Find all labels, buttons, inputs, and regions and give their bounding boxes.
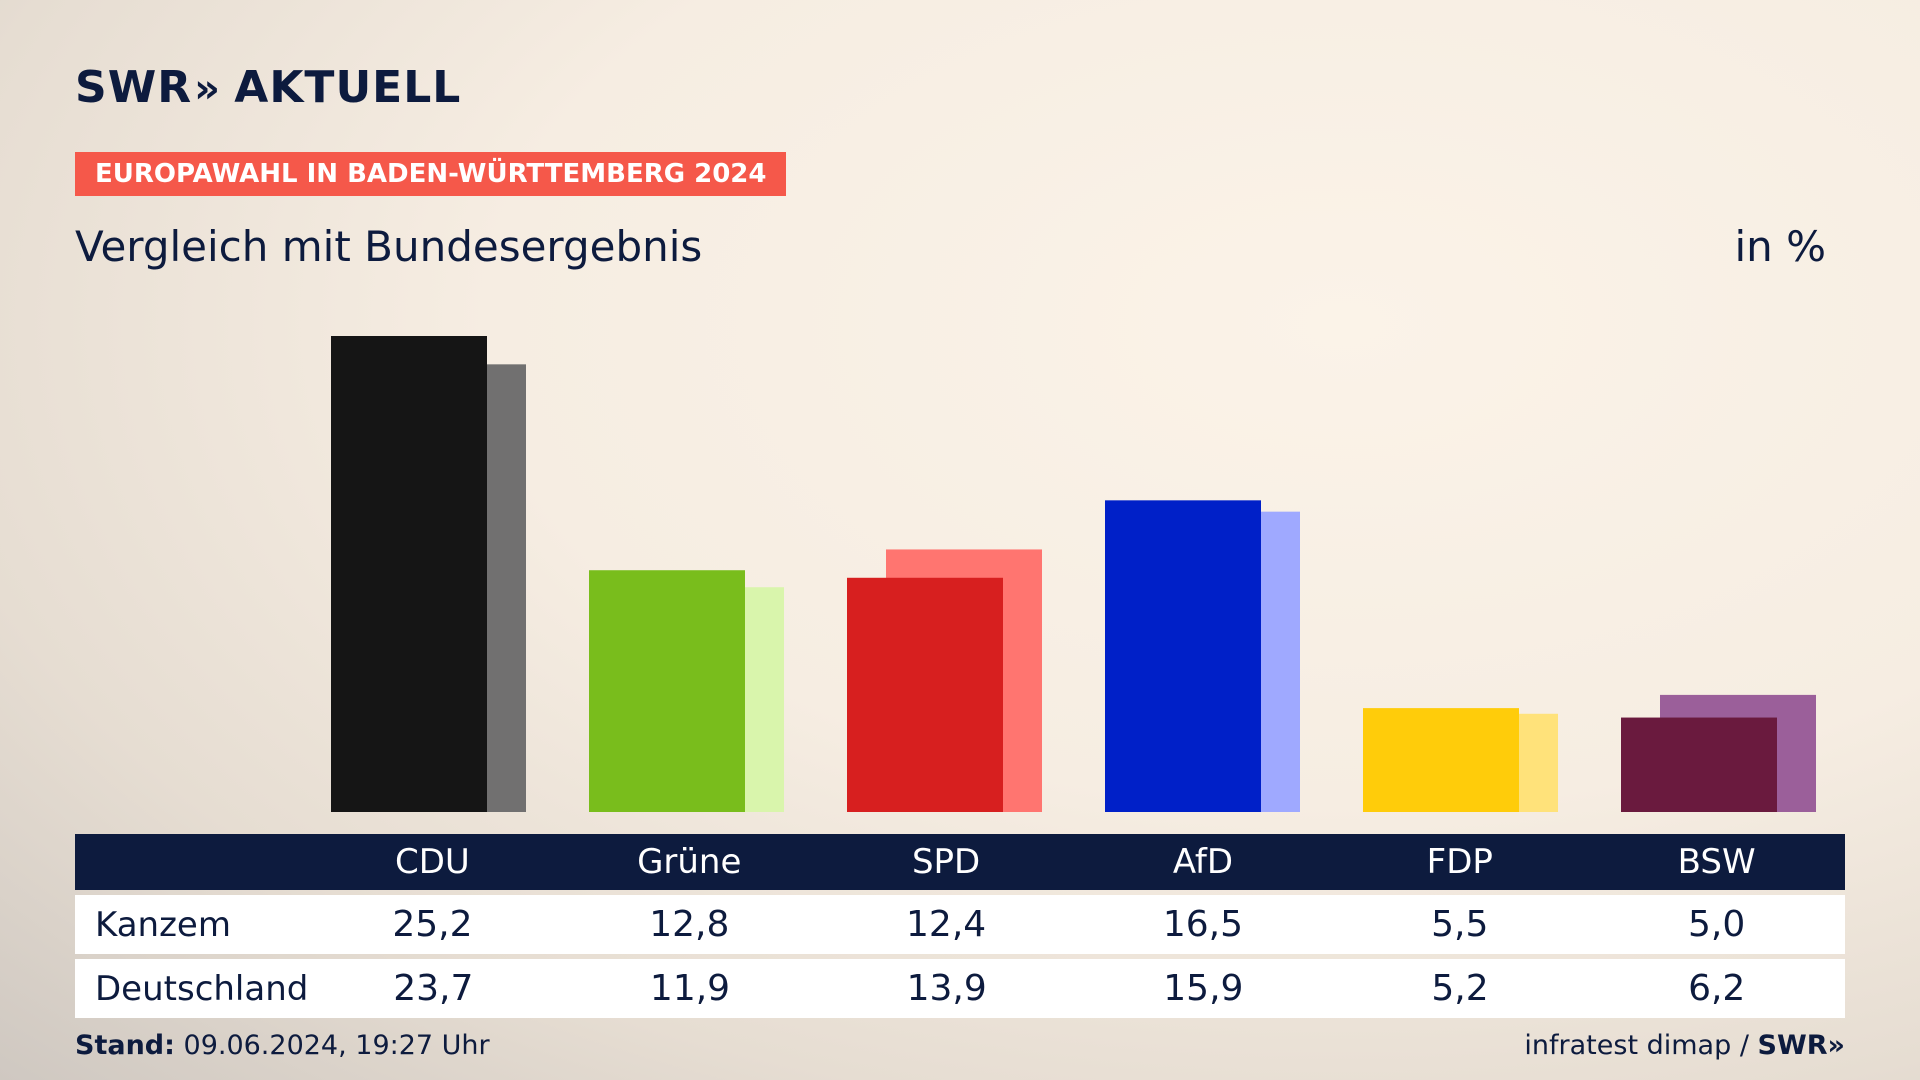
stand-value: 09.06.2024, 19:27 Uhr [183,1030,490,1061]
value-kanzem-bsw: 5,0 [1687,904,1746,945]
election-badge: EUROPAWAHL IN BADEN-WÜRTTEMBERG 2024 [75,152,787,196]
logo-aktuell: AKTUELL [234,62,462,113]
header-fdp: FDP [1426,842,1493,882]
value-deutschland-gruene: 11,9 [649,968,731,1009]
value-deutschland-fdp: 5,2 [1431,968,1489,1009]
header-cdu: CDU [394,842,470,882]
row-label-deutschland: Deutschland [95,968,309,1009]
header-afd: AfD [1172,842,1234,882]
value-deutschland-bsw: 6,2 [1688,968,1746,1009]
header-spd: SPD [911,842,981,882]
bar-kanzem-cdu [331,336,487,812]
chart-unit: in % [1734,222,1826,271]
header-bsw: BSW [1677,842,1756,882]
bar-kanzem-afd [1105,500,1261,812]
swr-aktuell-logo: SWR» AKTUELL [75,62,461,113]
value-deutschland-spd: 13,9 [906,968,987,1009]
value-deutschland-afd: 15,9 [1163,968,1244,1009]
value-kanzem-afd: 16,5 [1162,904,1244,945]
results-table: CDU Grüne SPD AfD FDP BSW Kanzem 25,2 12… [75,834,1845,1018]
source-credit: infratest dimap / SWR» [1524,1030,1845,1061]
row-label-kanzem: Kanzem [95,904,231,945]
value-kanzem-gruene: 12,8 [649,904,730,945]
value-kanzem-cdu: 25,2 [392,904,473,945]
table-header: CDU Grüne SPD AfD FDP BSW [75,834,1845,890]
source-text: infratest dimap / [1524,1030,1749,1061]
value-deutschland-cdu: 23,7 [393,968,474,1009]
chart-subtitle: Vergleich mit Bundesergebnis [75,222,703,271]
value-kanzem-spd: 12,4 [906,904,987,945]
source-brand: SWR» [1757,1030,1845,1061]
header-gruene: Grüne [637,842,742,882]
timestamp: Stand: 09.06.2024, 19:27 Uhr [75,1030,490,1061]
table-row-kanzem: Kanzem 25,2 12,8 12,4 16,5 5,5 5,0 [75,895,1845,954]
logo-swr: SWR [75,62,193,113]
bar-chart [331,336,1816,812]
table-row-deutschland: Deutschland 23,7 11,9 13,9 15,9 5,2 6,2 [75,959,1845,1018]
bar-kanzem-fdp [1363,708,1519,812]
value-kanzem-fdp: 5,5 [1431,904,1489,945]
stand-label: Stand: [75,1030,175,1061]
bar-kanzem-spd [847,577,1003,812]
bar-kanzem-gruene [589,570,745,812]
bar-kanzem-bsw [1621,717,1777,812]
